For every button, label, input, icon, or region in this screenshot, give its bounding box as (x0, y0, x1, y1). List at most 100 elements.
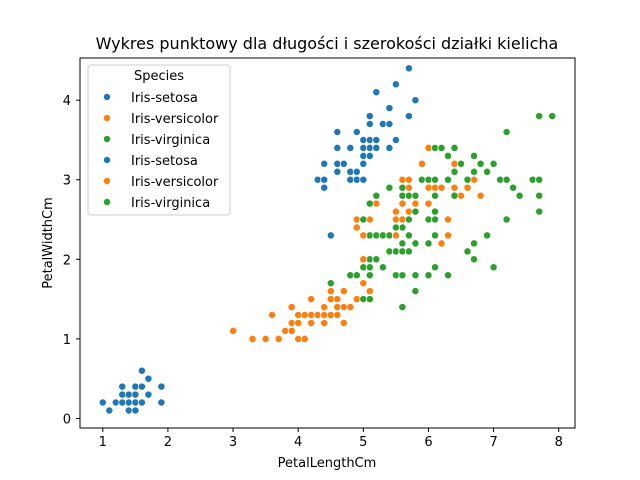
scatter-point (365, 263, 374, 272)
scatter-point (411, 191, 420, 200)
scatter-point (339, 319, 348, 327)
legend-marker (103, 93, 111, 101)
scatter-point (320, 311, 329, 319)
scatter-point (411, 199, 420, 208)
scatter-point (385, 247, 394, 256)
scatter-point (294, 319, 303, 327)
scatter-point (404, 247, 413, 256)
scatter-point (444, 175, 452, 184)
legend-label: Iris-virginica (131, 196, 210, 211)
scatter-point (470, 255, 478, 264)
scatter-point (365, 271, 374, 280)
scatter-point (137, 398, 146, 407)
scatter-point (450, 167, 459, 176)
scatter-point (333, 295, 342, 304)
scatter-point (346, 143, 355, 152)
scatter-point (365, 143, 374, 152)
scatter-point (411, 207, 420, 216)
scatter-point (450, 183, 459, 192)
scatter-point (457, 159, 465, 168)
scatter-point (261, 334, 270, 343)
scatter-point (378, 231, 387, 240)
scatter-point (385, 231, 394, 240)
scatter-point (352, 175, 361, 184)
x-tick-label: 1 (99, 435, 107, 450)
legend-label: Iris-setosa (131, 91, 198, 106)
scatter-point (404, 215, 413, 224)
scatter-point (372, 143, 381, 152)
scatter-point (385, 143, 394, 152)
y-tick-label: 3 (63, 174, 71, 189)
scatter-point (287, 319, 296, 327)
scatter-point (450, 159, 459, 168)
scatter-point (144, 374, 153, 383)
scatter-point (391, 231, 400, 240)
scatter-point (339, 303, 348, 312)
legend-box (87, 64, 231, 216)
scatter-point (365, 255, 374, 264)
x-tick-label: 6 (424, 435, 432, 450)
y-tick-label: 0 (63, 412, 71, 427)
chart-title: Wykres punktowy dla długości i szerokośc… (96, 34, 559, 53)
x-tick-label: 8 (555, 435, 563, 450)
scatter-point (502, 128, 511, 136)
scatter-point (372, 255, 381, 264)
scatter-point (431, 263, 439, 272)
scatter-point (326, 295, 335, 304)
scatter-point (463, 175, 472, 184)
scatter-point (352, 223, 361, 232)
scatter-point (431, 215, 439, 224)
scatter-point (352, 128, 361, 136)
scatter-point (333, 167, 342, 176)
scatter-point (365, 199, 374, 208)
scatter-point (118, 390, 127, 399)
scatter-point (268, 311, 277, 319)
scatter-point (378, 120, 387, 128)
x-tick-label: 7 (489, 435, 497, 450)
scatter-point (365, 136, 374, 144)
scatter-point (424, 143, 433, 152)
scatter-point (124, 398, 133, 407)
scatter-point (372, 199, 381, 208)
scatter-point (352, 271, 361, 280)
scatter-point (398, 303, 407, 312)
scatter-point (391, 247, 400, 256)
y-tick-label: 2 (63, 253, 71, 268)
scatter-point (131, 390, 140, 399)
scatter-point (431, 183, 439, 192)
scatter-point (346, 167, 355, 176)
scatter-point (131, 398, 140, 407)
scatter-point (372, 191, 381, 200)
scatter-point (404, 207, 413, 216)
scatter-point (281, 326, 290, 335)
scatter-point (411, 96, 420, 105)
scatter-point (502, 175, 511, 184)
scatter-point (424, 215, 433, 224)
scatter-point (489, 159, 498, 168)
scatter-point (515, 191, 524, 200)
scatter-point (496, 175, 505, 184)
scatter-point (424, 271, 433, 280)
scatter-point (118, 398, 127, 407)
legend-marker (103, 114, 111, 122)
scatter-point (398, 199, 407, 208)
scatter-point (333, 143, 342, 152)
scatter-point (437, 143, 446, 152)
scatter-point (326, 311, 335, 319)
scatter-point (476, 191, 485, 200)
scatter-point (365, 120, 374, 128)
scatter-point (137, 382, 146, 391)
scatter-point (391, 80, 400, 89)
scatter-point (326, 287, 335, 296)
legend-label: Iris-versicolor (131, 175, 219, 190)
scatter-point (313, 175, 322, 184)
scatter-point (385, 104, 394, 113)
scatter-point (411, 239, 420, 248)
scatter-point (404, 231, 413, 240)
scatter-point (287, 326, 296, 335)
scatter-point (118, 382, 127, 391)
scatter-point (509, 183, 518, 192)
scatter-point (359, 255, 368, 264)
scatter-point (157, 398, 166, 407)
